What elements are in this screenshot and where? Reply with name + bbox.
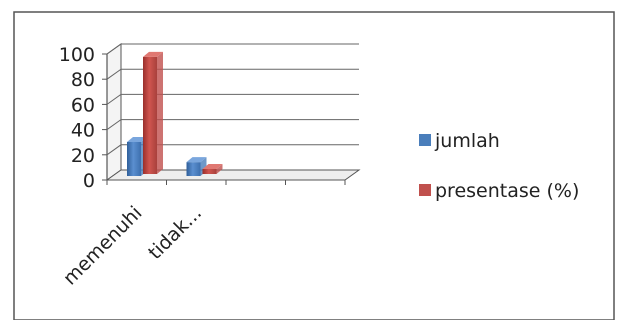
bar-jumlah-1: [186, 157, 207, 176]
gridline: [106, 144, 359, 156]
legend-label-presentase: presentase (%): [435, 180, 579, 202]
bar-front: [143, 56, 157, 174]
y-tick-label: 80: [71, 69, 95, 91]
gridline: [106, 43, 359, 55]
bar-front: [186, 162, 201, 176]
legend-swatch-presentase: [419, 184, 431, 196]
bar-presentase-0: [143, 51, 163, 174]
bar-front: [127, 141, 141, 176]
gridline: [106, 68, 359, 80]
bar-side: [216, 163, 223, 174]
legend-swatch-jumlah: [419, 134, 431, 146]
y-tick-label: 0: [83, 170, 95, 192]
bar-top: [143, 51, 163, 57]
plot-walls: [105, 43, 361, 181]
bar-top: [186, 157, 207, 163]
floor: [105, 169, 361, 181]
legend: jumlah presentase (%): [419, 130, 579, 202]
y-axis: 0 20 40 60 80 100: [59, 44, 346, 192]
bar-front: [202, 168, 217, 174]
bar-presentase-1: [202, 163, 223, 174]
bar-side: [157, 51, 163, 174]
gridline: [106, 93, 359, 105]
y-tick-label: 20: [71, 145, 95, 167]
chart-border: [13, 11, 615, 320]
y-tick-label: 60: [71, 94, 95, 116]
y-tick-label: 40: [71, 120, 95, 142]
side-wall: [106, 43, 122, 181]
bar-top: [127, 136, 147, 142]
bar-top: [202, 163, 223, 169]
gridlines: [106, 43, 359, 156]
legend-label-jumlah: jumlah: [434, 130, 500, 152]
gridline: [106, 119, 359, 131]
bars: [127, 51, 223, 176]
y-tick-label: 100: [59, 44, 95, 66]
